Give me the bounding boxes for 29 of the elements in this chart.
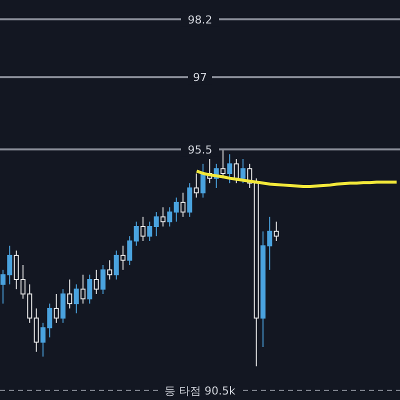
candlestick [94,269,99,294]
candlestick [127,236,132,266]
candlestick [174,197,179,222]
candlestick [167,206,172,228]
candlestick [234,158,239,184]
candlestick [100,264,106,294]
candlestick [194,172,199,198]
candlestick [67,279,72,309]
ref-line-label: 95.5 [188,143,212,156]
candlestick [87,274,92,304]
candlestick [80,274,86,304]
candlestick [147,221,152,242]
candlestick [140,216,146,242]
candlestick [180,192,186,218]
ref-line-label: 98.2 [188,13,212,26]
candlestick [107,260,112,280]
ref-line-label: 등 타점 90.5k [164,384,236,398]
candlestick [154,212,159,237]
candlestick [160,206,166,228]
candlestick [74,284,79,314]
candlestick [120,245,126,270]
candlestick [274,221,279,242]
candlestick [200,163,206,198]
candlestick [134,221,139,246]
candlestick [240,158,246,184]
candlestick [54,293,59,324]
ref-line-label: 97 [193,71,207,84]
candlestick [227,154,232,184]
candlestick [114,250,119,280]
